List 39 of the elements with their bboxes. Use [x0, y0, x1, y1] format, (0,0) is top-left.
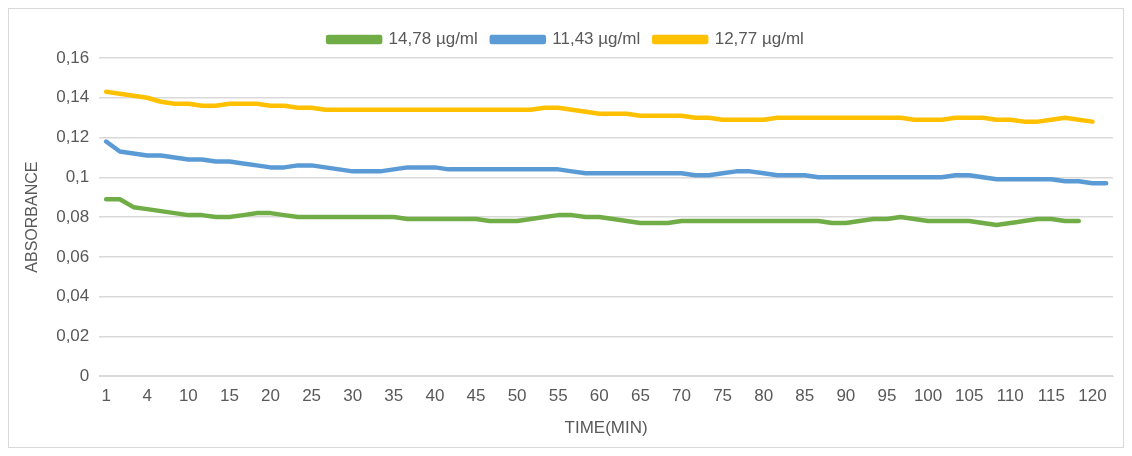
x-tick-label: 15: [219, 386, 239, 406]
y-tick-label: 0,06: [56, 246, 90, 266]
y-tick-label: 0,14: [56, 87, 90, 107]
x-tick-label: 75: [713, 386, 733, 406]
x-tick-label: 105: [954, 386, 984, 406]
y-tick-label: 0,16: [56, 47, 90, 67]
y-axis-title: ABSORBANCE: [23, 161, 41, 273]
y-tick-label: 0: [79, 365, 90, 385]
x-tick-label: 95: [877, 386, 897, 406]
x-tick-label: 50: [507, 386, 527, 406]
legend-label: 14,78 µg/ml: [388, 29, 478, 49]
x-tick-label: 40: [425, 386, 445, 406]
x-tick-label: 30: [343, 386, 363, 406]
x-tick-label: 45: [466, 386, 486, 406]
x-tick-label: 60: [589, 386, 609, 406]
y-tick-label: 0,1: [65, 167, 90, 187]
x-tick-label: 65: [630, 386, 650, 406]
x-tick-label: 85: [795, 386, 815, 406]
y-tick-label: 0,04: [56, 286, 90, 306]
x-tick-label: 100: [913, 386, 943, 406]
x-axis-title: TIME(MIN): [564, 418, 648, 438]
legend-label: 12,77 µg/ml: [714, 29, 804, 49]
x-tick-label: 25: [302, 386, 322, 406]
x-tick-label: 115: [1037, 386, 1065, 406]
y-tick-label: 0,08: [56, 206, 90, 226]
x-tick-label: 1: [101, 386, 111, 406]
x-tick-label: 10: [178, 386, 198, 406]
legend-label: 11,43 µg/ml: [552, 29, 641, 49]
x-tick-label: 4: [142, 386, 152, 406]
x-tick-label: 110: [996, 386, 1024, 406]
x-tick-label: 80: [754, 386, 774, 406]
x-tick-label: 35: [384, 386, 404, 406]
x-tick-label: 70: [672, 386, 691, 406]
x-tick-label: 20: [261, 386, 280, 406]
y-tick-label: 0,02: [56, 326, 90, 346]
x-tick-label: 90: [836, 386, 856, 406]
x-tick-label: 55: [548, 386, 568, 406]
x-tick-label: 120: [1078, 386, 1107, 406]
y-tick-label: 0,12: [56, 127, 90, 147]
